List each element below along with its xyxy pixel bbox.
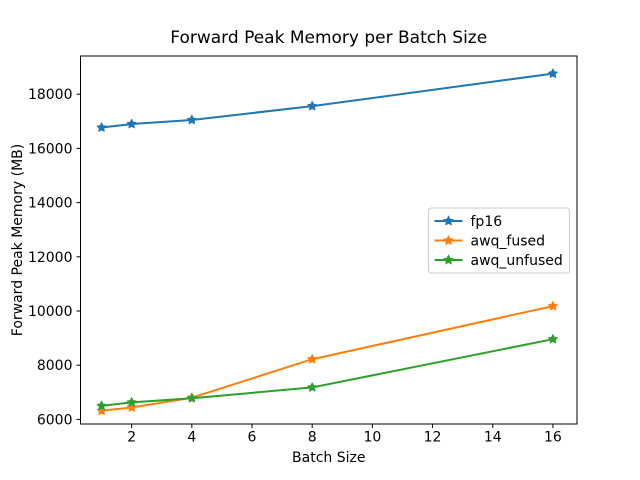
series-marker-fp16 xyxy=(96,122,107,132)
legend-label: awq_fused xyxy=(471,234,546,250)
series-marker-awq_unfused xyxy=(126,397,137,407)
chart-title: Forward Peak Memory per Batch Size xyxy=(170,28,487,48)
y-tick-label: 12000 xyxy=(28,250,73,266)
series-marker-awq_unfused xyxy=(96,400,107,411)
legend-marker xyxy=(443,254,454,265)
x-tick-label: 2 xyxy=(127,430,136,446)
series-marker-awq_unfused xyxy=(547,333,558,344)
plot-frame xyxy=(80,55,578,425)
series-marker-awq_fused xyxy=(96,405,107,416)
series-marker-fp16 xyxy=(547,68,558,78)
x-axis-label: Batch Size xyxy=(292,450,365,466)
y-tick-label: 16000 xyxy=(28,141,73,157)
series-line-awq_fused xyxy=(100,305,554,412)
series-marker-fp16 xyxy=(126,118,137,129)
series-line-fp16 xyxy=(100,72,554,129)
plot-area: 2 4 6 8 10 12 14 16 6000 8000 10000 12000 14000 16000… xyxy=(28,55,578,446)
legend-box xyxy=(428,207,570,274)
y-axis-label: Forward Peak Memory (MB) xyxy=(10,144,26,336)
series-marker-awq_fused xyxy=(126,402,137,412)
y-tick-label: 18000 xyxy=(28,87,73,103)
x-tick-label: 10 xyxy=(363,430,381,446)
x-tick-label: 8 xyxy=(308,430,317,446)
series-marker-awq_fused xyxy=(547,300,558,311)
x-tick-label: 6 xyxy=(248,430,257,446)
legend-marker xyxy=(443,234,454,246)
y-tick-label: 14000 xyxy=(28,196,73,212)
y-tick-label: 6000 xyxy=(37,412,73,428)
x-tick-label: 4 xyxy=(187,430,196,446)
legend-label: awq_unfused xyxy=(471,253,563,269)
legend-label: fp16 xyxy=(471,214,503,230)
x-tick-label: 16 xyxy=(544,430,562,446)
series-marker-awq_unfused xyxy=(307,382,318,392)
series-line-awq_unfused xyxy=(100,338,554,407)
y-tick-label: 10000 xyxy=(28,304,73,320)
legend-marker xyxy=(443,215,454,226)
series-marker-fp16 xyxy=(307,100,318,111)
series-marker-awq_unfused xyxy=(186,393,197,403)
y-tick-label: 8000 xyxy=(37,358,73,374)
x-tick-label: 12 xyxy=(424,430,442,446)
series-marker-fp16 xyxy=(186,114,197,125)
series-marker-awq_fused xyxy=(307,354,318,364)
x-tick-label: 14 xyxy=(484,430,502,446)
